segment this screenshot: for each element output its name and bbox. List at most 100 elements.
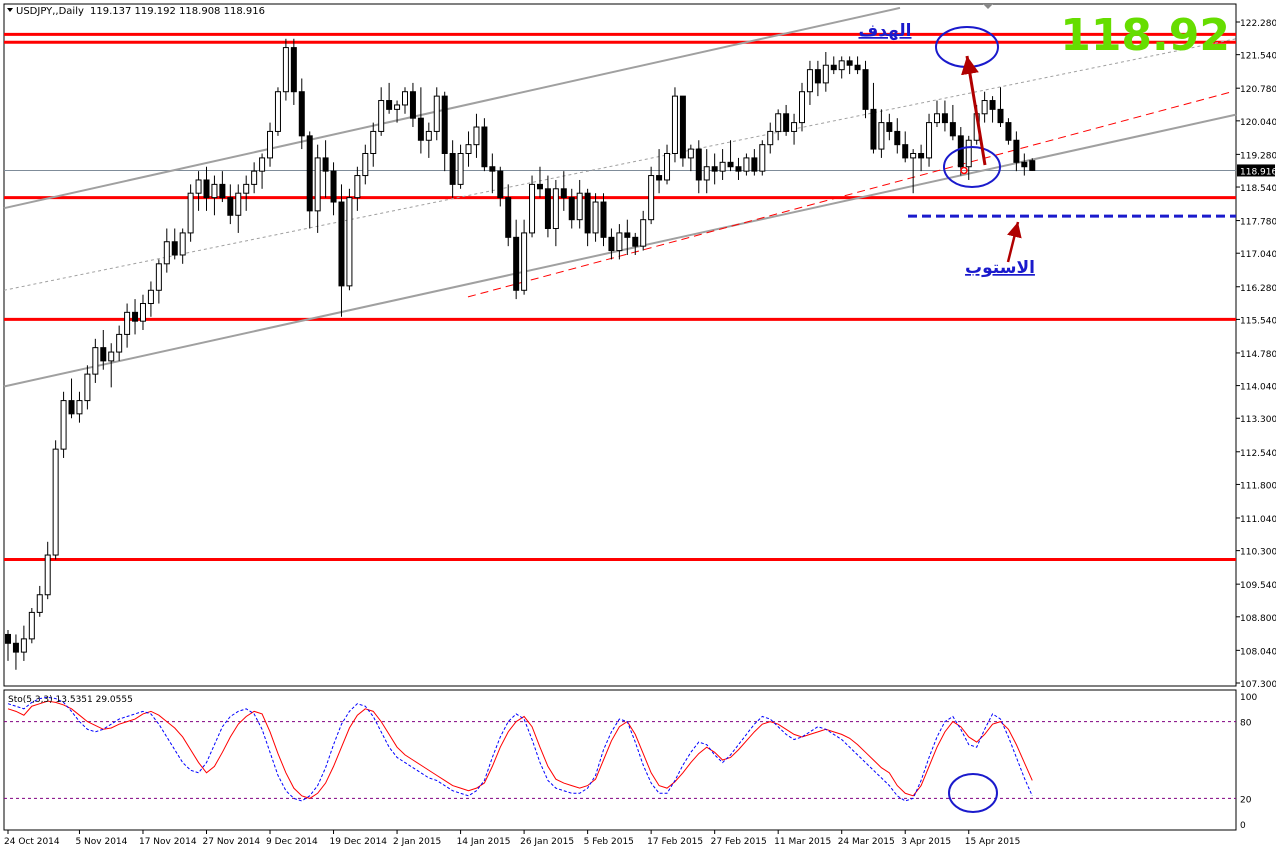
y-tick-label: 117.780 (1240, 218, 1276, 228)
candle-bull (799, 91, 805, 124)
candle-bull (703, 166, 710, 181)
candle-bull (576, 192, 583, 221)
sto-tick-label: 0 (1240, 821, 1246, 831)
candle-bull (687, 148, 694, 159)
y-tick-label: 122.280 (1240, 19, 1276, 29)
stop-arrow (1006, 221, 1022, 263)
candle-bull (640, 219, 647, 247)
candle-bear (830, 64, 837, 71)
sto-header: Sto(5,3,3) 13.5351 29.0555 (8, 695, 133, 705)
x-tick-label: 27 Feb 2015 (711, 837, 767, 847)
candle-bear (1029, 160, 1036, 171)
candle-bear (544, 188, 551, 230)
candle-bull (282, 47, 289, 93)
x-tick-label: 14 Jan 2015 (457, 837, 511, 847)
candle-bear (417, 117, 424, 141)
x-tick-label: 27 Nov 2014 (203, 837, 261, 847)
candle-bear (322, 157, 329, 172)
candle-bull (354, 175, 361, 199)
entry-marker (960, 166, 968, 175)
header-dropdown-icon (7, 8, 13, 12)
candle-bull (743, 157, 750, 172)
candle-bull (28, 611, 35, 640)
candle-bear (997, 108, 1004, 124)
candle-bear (227, 197, 234, 216)
candle-bull (84, 373, 91, 402)
candle-bear (989, 100, 996, 110)
candle-bull (108, 351, 115, 362)
candle-bull (425, 130, 432, 141)
candle-bear (1005, 122, 1012, 141)
candle-bull (163, 241, 170, 265)
candle-bull (346, 197, 353, 287)
current-price-label: 118.916 (1240, 167, 1276, 177)
y-tick-label: 111.800 (1240, 481, 1276, 491)
candle-bear (902, 144, 909, 159)
candle-bull (878, 122, 885, 150)
y-tick-label: 108.800 (1240, 614, 1276, 624)
candle-bull (457, 152, 464, 185)
candle-bear (68, 400, 75, 415)
x-tick-label: 3 Apr 2015 (901, 837, 951, 847)
candle-bull (60, 400, 67, 450)
candle-bear (886, 122, 893, 132)
candle-bear (727, 161, 734, 168)
candle-bull (274, 91, 281, 132)
y-tick-label: 112.540 (1240, 449, 1276, 459)
y-tick-label: 114.040 (1240, 383, 1276, 393)
candle-bull (235, 192, 242, 216)
y-tick-label: 120.040 (1240, 118, 1276, 128)
candle-bull (981, 100, 988, 115)
candle-bull (592, 201, 599, 234)
x-tick-label: 17 Feb 2015 (647, 837, 703, 847)
candle-bull (314, 157, 321, 212)
candle-bull (370, 130, 377, 154)
candle-bear (584, 192, 591, 234)
candle-bear (949, 122, 956, 137)
candle-bull (243, 183, 250, 194)
sto-tick-label: 100 (1240, 693, 1257, 703)
candle-bull (965, 139, 972, 168)
candle-bull (378, 100, 385, 132)
y-tick-label: 115.540 (1240, 316, 1276, 326)
candle-bear (783, 113, 790, 132)
candle-bull (473, 126, 480, 146)
y-tick-label: 120.780 (1240, 85, 1276, 95)
candle-bear (624, 232, 631, 238)
sto-signal-line (7, 696, 1033, 802)
sto-circle (948, 773, 998, 813)
candle-bull (521, 232, 528, 291)
candle-bear (338, 201, 345, 287)
candle-bull (529, 183, 536, 234)
candle-bull (465, 144, 472, 154)
candle-bear (894, 130, 901, 146)
candle-bull (394, 104, 401, 110)
candle-bear (735, 166, 742, 172)
candle-bull (92, 347, 99, 375)
candle-bear (489, 166, 496, 172)
y-tick-label: 108.040 (1240, 647, 1276, 657)
y-tick-label: 114.780 (1240, 350, 1276, 360)
candle-bear (846, 60, 853, 66)
candle-bear (441, 95, 448, 154)
candle-bull (616, 232, 623, 252)
candle-bull (116, 333, 123, 353)
candle-bull (767, 130, 774, 146)
candle-bear (298, 91, 305, 137)
target-arrow (961, 55, 987, 166)
candle-bear (560, 188, 567, 199)
x-tick-label: 5 Feb 2015 (584, 837, 634, 847)
candle-bull (775, 113, 782, 132)
candle-bull (664, 152, 671, 181)
candle-bear (679, 95, 686, 159)
candle-bull (187, 192, 194, 234)
candle-bear (656, 175, 663, 181)
target-label: الهدف (858, 21, 911, 41)
chart-header-symbol: USDJPY,,Daily (16, 6, 84, 17)
candle-bull (648, 175, 655, 221)
sto-tick-label: 20 (1240, 795, 1252, 805)
y-tick-label: 111.040 (1240, 515, 1276, 525)
candle-bull (362, 152, 369, 177)
